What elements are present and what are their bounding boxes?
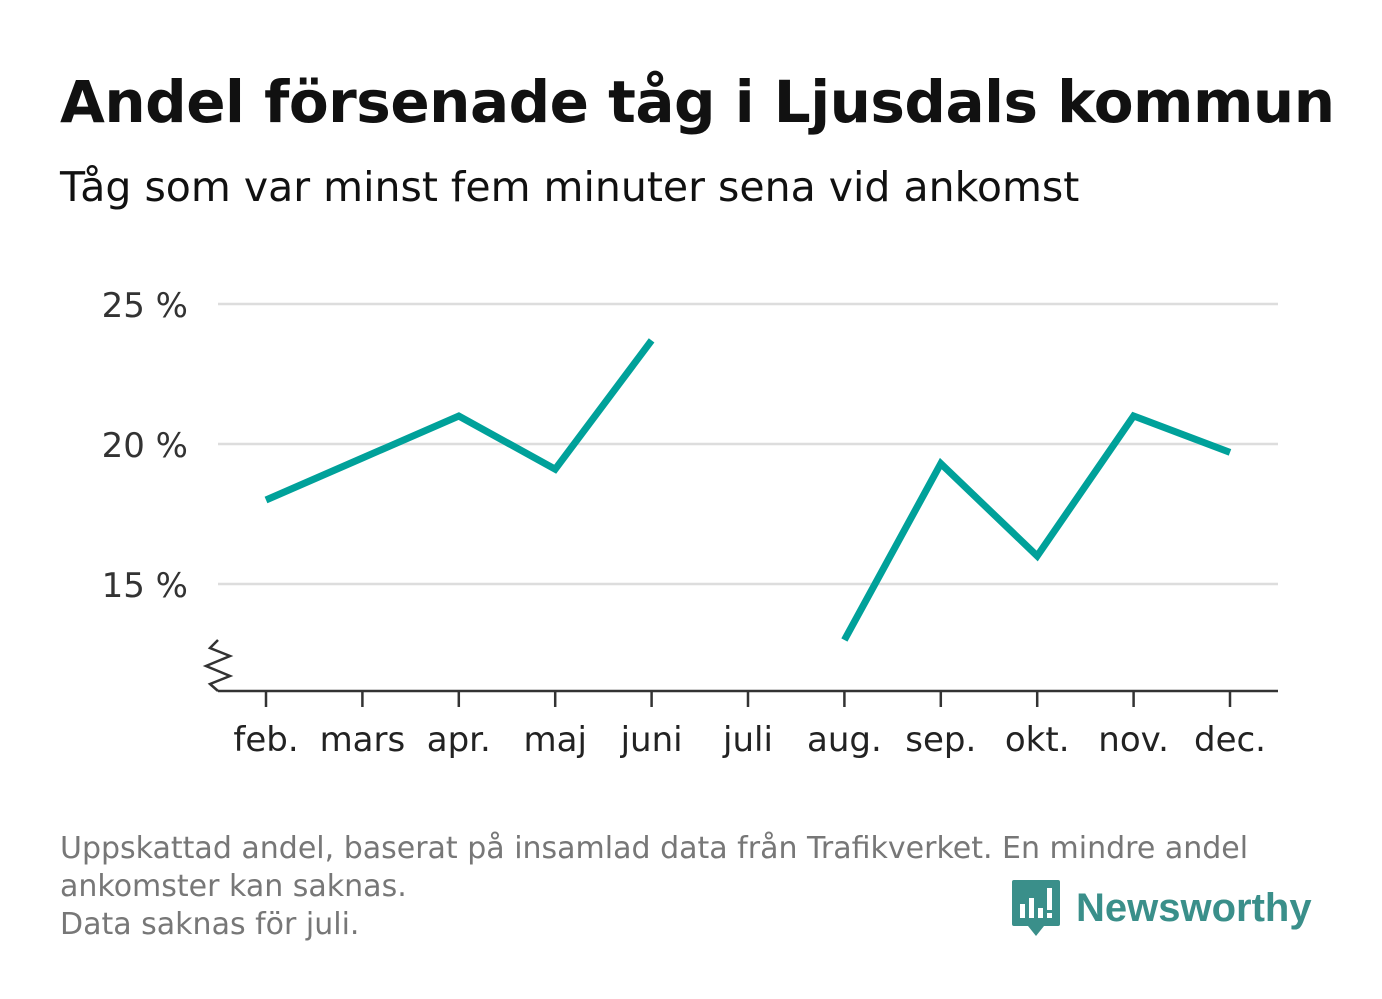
footer-note: Uppskattad andel, baserat på insamlad da… xyxy=(60,830,1320,944)
x-tick-label: feb. xyxy=(233,720,298,760)
chart-title: Andel försenade tåg i Ljusdals kommun xyxy=(60,68,1335,136)
x-tick-label: nov. xyxy=(1098,720,1169,760)
footer-line-2: ankomster kan saknas. xyxy=(60,869,407,904)
x-tick-label: juni xyxy=(620,720,683,760)
footer-line-3: Data saknas för juli. xyxy=(60,907,360,942)
x-tick-label: maj xyxy=(523,720,586,760)
x-ticks: feb. mars apr. maj juni juli aug. sep. okt. nov. d… xyxy=(233,691,1266,760)
x-tick-label: dec. xyxy=(1194,720,1266,760)
brand-logo: Newsworthy xyxy=(1010,878,1312,938)
y-tick-label: 15 % xyxy=(102,566,188,606)
x-tick-label: sep. xyxy=(905,720,976,760)
x-tick-label: juli xyxy=(722,720,773,760)
footer-line-1: Uppskattad andel, baserat på insamlad da… xyxy=(60,831,1249,866)
chart-subtitle: Tåg som var minst fem minuter sena vid a… xyxy=(60,163,1080,211)
series-line-segment xyxy=(841,411,1232,642)
y-tick-labels: 15 % 20 % 25 % xyxy=(102,286,188,606)
axis-break-icon xyxy=(202,639,234,692)
grid-lines xyxy=(218,302,1278,586)
newsworthy-logo-icon xyxy=(1012,880,1060,936)
brand-name: Newsworthy xyxy=(1076,885,1312,930)
y-tick-label: 20 % xyxy=(102,426,188,466)
x-tick-label: aug. xyxy=(807,720,882,760)
x-tick-label: okt. xyxy=(1005,720,1070,760)
x-tick-label: apr. xyxy=(427,720,491,760)
series-line-segment xyxy=(264,338,655,504)
x-tick-label: mars xyxy=(320,720,406,760)
y-tick-label: 25 % xyxy=(102,286,188,326)
series-lines xyxy=(264,338,1232,642)
